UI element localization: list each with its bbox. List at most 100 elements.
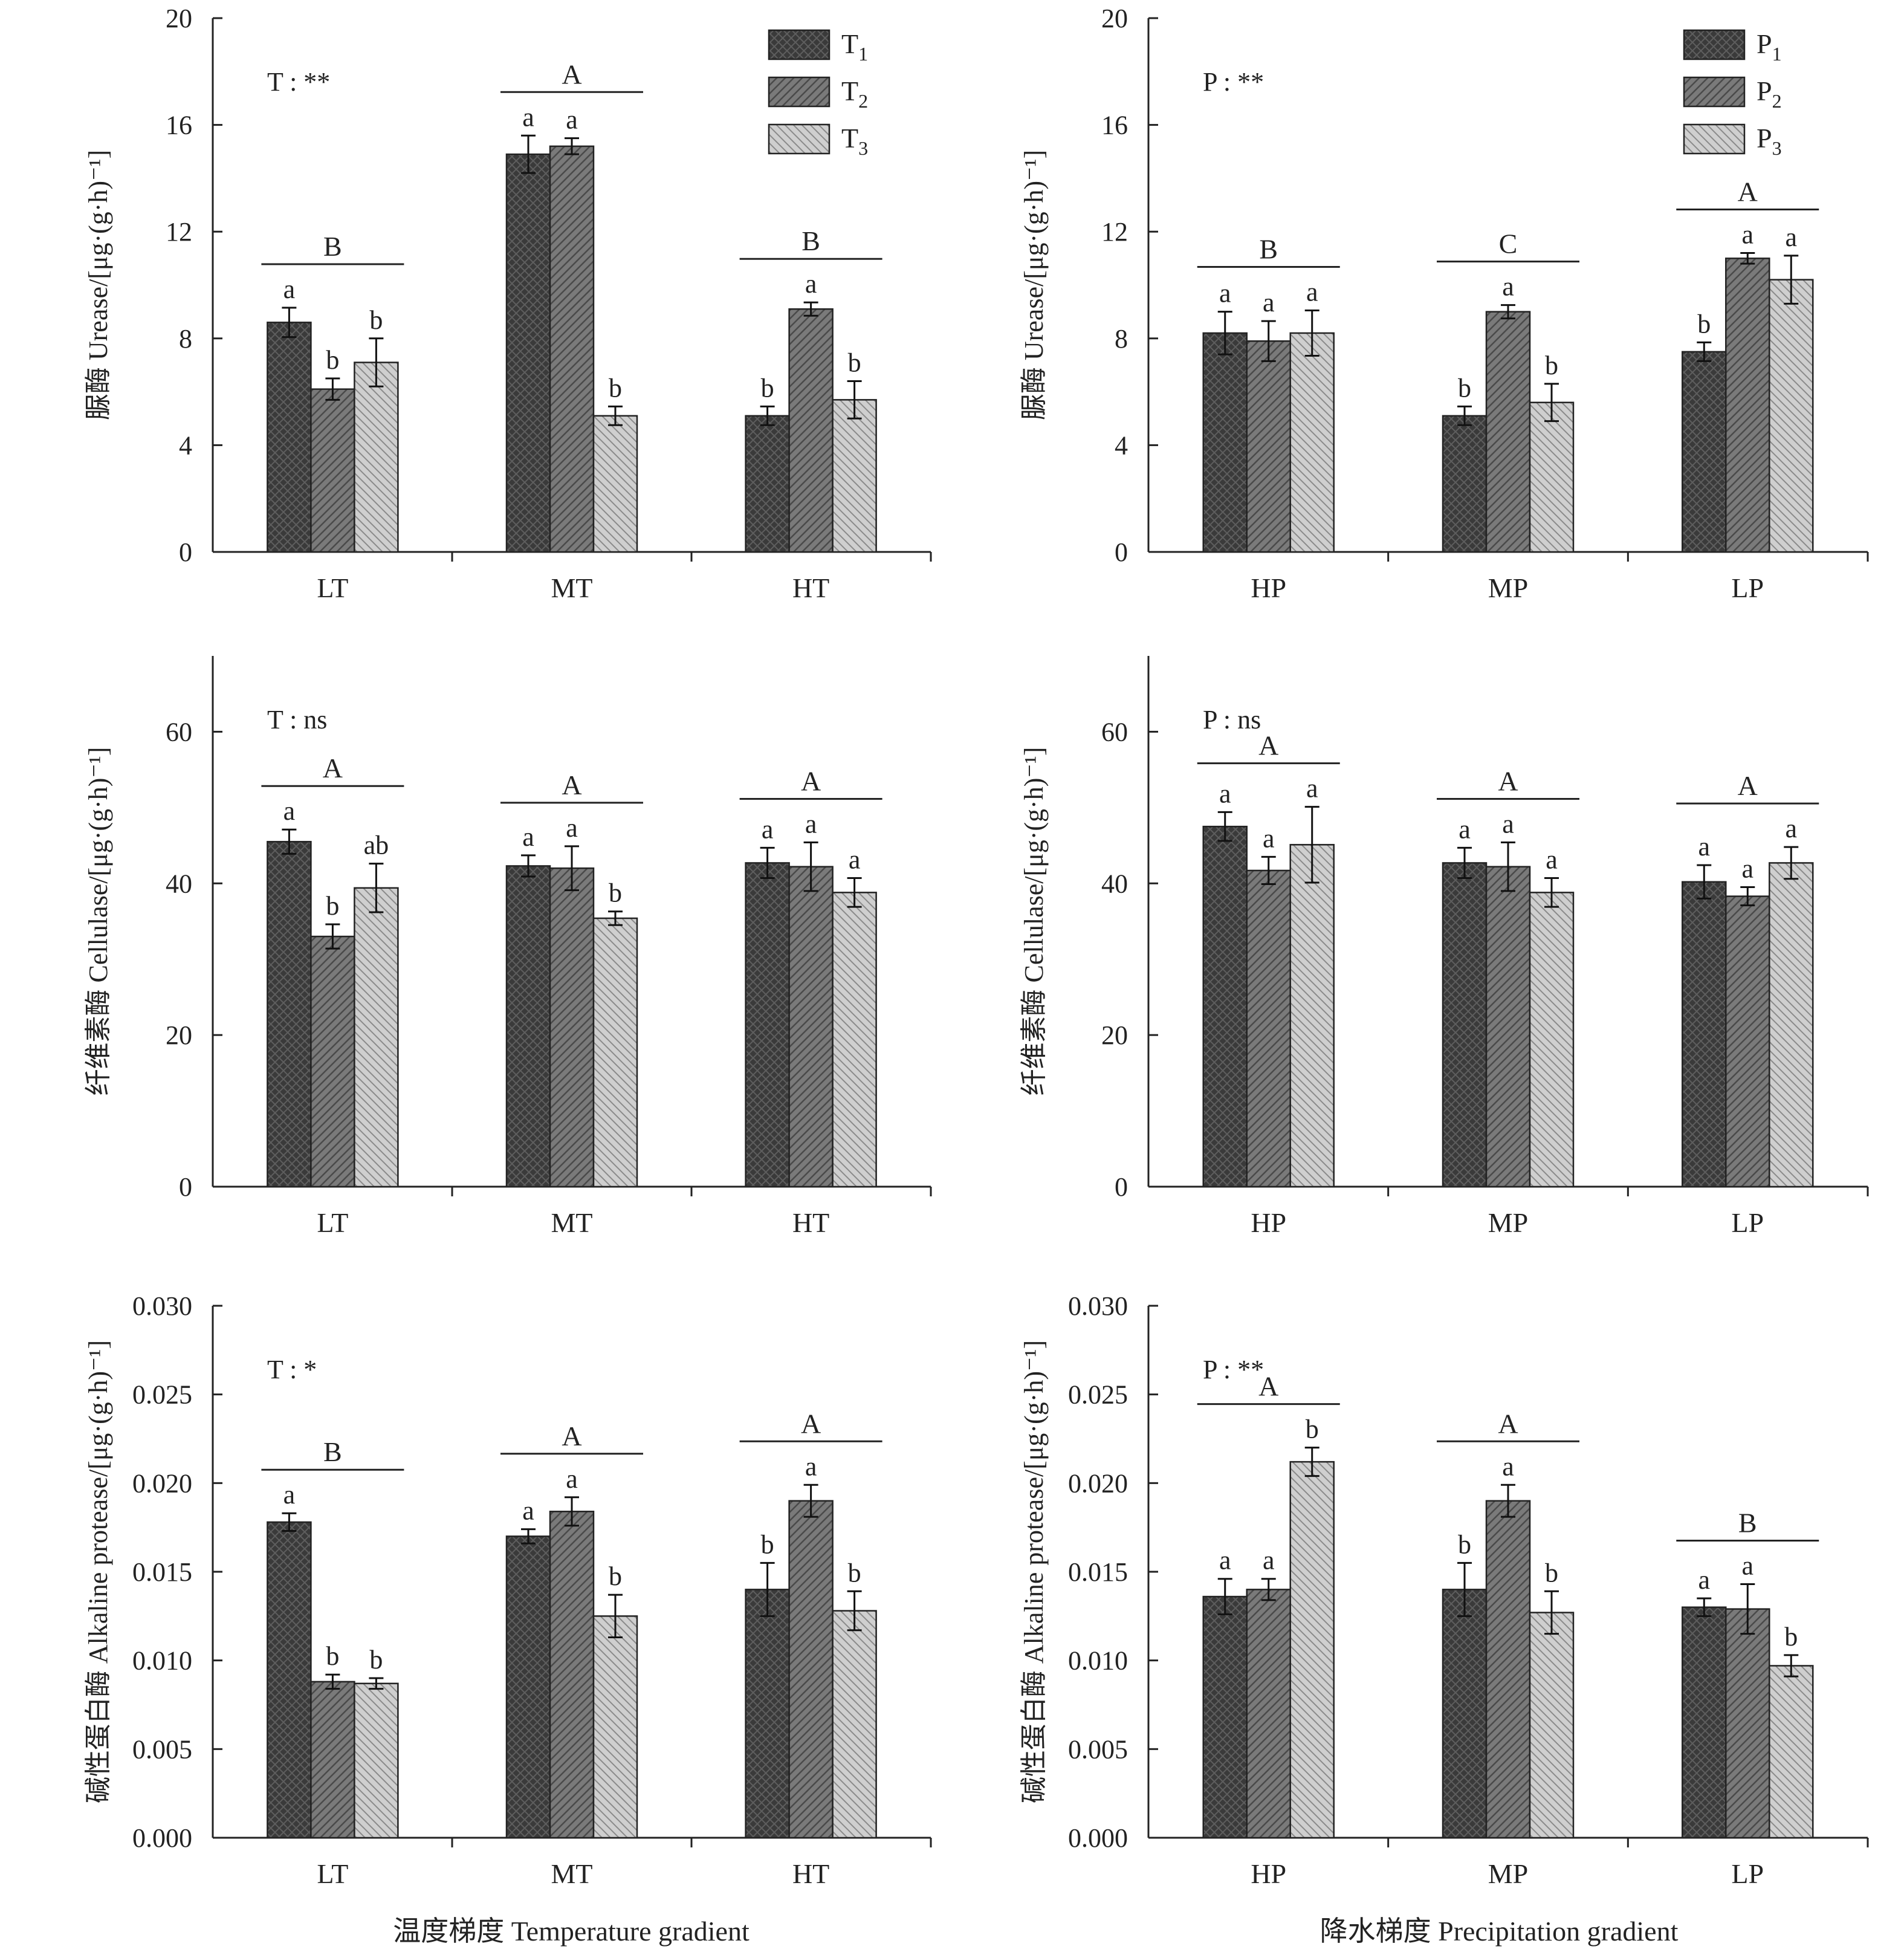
significance-letter: b: [326, 891, 339, 921]
significance-letter: b: [609, 1561, 622, 1591]
x-tick-label: LP: [1731, 572, 1764, 603]
group-letter: B: [1738, 1508, 1757, 1539]
group-letter: B: [323, 231, 342, 262]
significance-letter: a: [283, 1480, 296, 1509]
x-tick-label: HP: [1251, 572, 1286, 603]
y-tick-label: 0.010: [132, 1646, 192, 1676]
bar: [354, 362, 399, 553]
bar: [832, 399, 877, 553]
x-tick-label: MT: [551, 1207, 593, 1238]
x-tick-label: HT: [792, 1858, 829, 1889]
y-tick-label: 40: [166, 869, 192, 898]
significance-letter: b: [761, 373, 774, 403]
significance-letter: a: [522, 822, 534, 852]
x-tick-label: HT: [792, 572, 829, 603]
significance-letter: a: [805, 1451, 817, 1481]
y-tick-label: 0.020: [1068, 1468, 1128, 1498]
significance-letter: a: [1502, 1451, 1514, 1481]
legend-label-base: T: [841, 123, 858, 154]
y-tick-label: 12: [166, 217, 192, 247]
y-tick-label: 12: [1101, 217, 1128, 247]
y-tick-label: 20: [166, 4, 192, 33]
significance-letter: a: [805, 269, 817, 299]
significance-letter: b: [1458, 373, 1471, 403]
y-tick-label: 4: [179, 430, 192, 460]
significance-letter: b: [369, 1645, 383, 1675]
bar: [592, 917, 638, 1188]
group-letter: A: [562, 59, 581, 89]
legend-swatch: [1683, 76, 1746, 108]
significance-letter: a: [1698, 832, 1711, 861]
x-tick-label: MP: [1488, 572, 1528, 603]
bar: [832, 892, 877, 1188]
legend-label-subscript: 3: [858, 137, 868, 159]
bar: [549, 145, 595, 553]
group-letter: A: [1738, 177, 1758, 207]
bar: [1289, 1461, 1335, 1839]
x-tick-label: HT: [792, 1207, 829, 1238]
legend-label: T1: [841, 28, 868, 65]
y-tick-label: 8: [179, 324, 192, 354]
bar: [1769, 862, 1814, 1188]
significance-letter: a: [1786, 222, 1798, 252]
bar: [267, 322, 312, 553]
y-tick-label: 0.005: [132, 1734, 192, 1764]
y-tick-label: 0.015: [1068, 1557, 1128, 1587]
panel-alkaline-protease-temperature: 0.000 0.005 0.010 0.015 0.020 0.025 0.030 碱性蛋白酶…: [83, 1291, 932, 1889]
significance-letter: a: [1306, 277, 1318, 306]
significance-letter: a: [522, 1496, 534, 1526]
bar: [1682, 351, 1727, 553]
bar: [549, 1511, 595, 1839]
bar: [1202, 825, 1248, 1188]
legend-label: T2: [841, 76, 868, 112]
legend-label-base: T: [841, 28, 858, 59]
legend-label-base: P: [1757, 123, 1772, 154]
legend-label-subscript: 2: [858, 90, 868, 112]
legend-label: P2: [1757, 76, 1782, 112]
bar: [1442, 415, 1488, 553]
y-tick-label: 0.030: [1068, 1291, 1128, 1321]
y-tick-label: 20: [1101, 4, 1128, 33]
bar: [1485, 866, 1531, 1188]
bar: [592, 1615, 638, 1839]
significance-letter: b: [369, 305, 383, 335]
significance-letter: b: [1545, 351, 1558, 380]
y-tick-label: 0: [179, 537, 192, 567]
significance-letter: b: [1545, 1558, 1558, 1587]
significance-letter: a: [1263, 288, 1275, 317]
significance-letter: b: [1784, 1622, 1798, 1652]
x-tick-label: LP: [1731, 1858, 1764, 1889]
bar: [1725, 1608, 1770, 1839]
significance-letter: a: [1742, 220, 1754, 250]
y-tick-label: 20: [1101, 1020, 1128, 1050]
x-tick-label: MT: [551, 1858, 593, 1889]
legend-swatch: [1683, 29, 1746, 60]
group-letter: A: [801, 1408, 821, 1439]
significance-letter: a: [1546, 845, 1558, 875]
group-letter: A: [562, 770, 581, 800]
significance-letter: a: [1742, 1551, 1754, 1581]
bar: [1246, 340, 1291, 553]
y-axis-label: 纤维素酶 Cellulase/[μg·(g·h)⁻¹]: [83, 747, 113, 1096]
y-tick-label: 0.020: [132, 1468, 192, 1498]
significance-letter: a: [1742, 854, 1754, 884]
bar: [310, 935, 355, 1188]
significance-letter: b: [326, 1641, 339, 1671]
bar: [788, 1500, 834, 1839]
group-letter: B: [1259, 233, 1278, 264]
y-tick-label: 0.000: [1068, 1823, 1128, 1853]
bar: [1485, 1500, 1531, 1839]
bar: [267, 841, 312, 1188]
y-tick-label: 0.030: [132, 1291, 192, 1321]
significance-annotation: T : *: [267, 1355, 317, 1384]
bar: [1246, 869, 1291, 1188]
group-letter: A: [1738, 770, 1758, 801]
significance-letter: b: [1458, 1529, 1471, 1559]
y-axis-label: 脲酶 Urease/[μg·(g·h)⁻¹]: [83, 150, 113, 420]
x-tick-label: HP: [1251, 1858, 1286, 1889]
bar: [1289, 844, 1335, 1188]
